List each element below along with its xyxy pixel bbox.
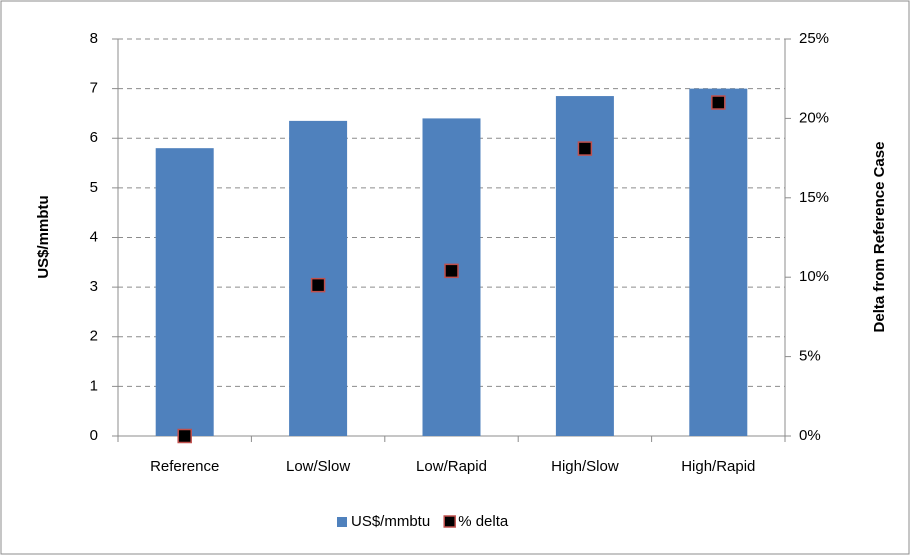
y-tick-label: 5: [90, 179, 98, 196]
bar: [689, 88, 748, 436]
marker: [177, 428, 192, 444]
x-tick-label: High/Rapid: [681, 458, 755, 475]
bar: [155, 148, 214, 437]
y-tick-label: 6: [90, 129, 98, 146]
marker: [310, 277, 326, 293]
legend-swatch: [443, 515, 456, 528]
y-tick-label: 1: [90, 377, 98, 394]
marker: [577, 141, 593, 156]
y-tick-label: 2: [90, 328, 98, 345]
legend-label: US$/mmbtu: [351, 513, 430, 530]
y-tick-label: 4: [90, 228, 98, 245]
y2-tick-label: 5%: [799, 348, 821, 365]
legend-label: % delta: [458, 513, 509, 530]
y2-axis-title: Delta from Reference Case: [871, 142, 888, 333]
x-tick-label: Low/Slow: [286, 458, 350, 475]
y2-tick-label: 15%: [799, 189, 829, 206]
y2-tick-label: 20%: [799, 109, 829, 126]
y2-tick-label: 25%: [799, 30, 829, 47]
y-tick-label: 8: [90, 30, 98, 47]
x-tick-label: Low/Rapid: [416, 458, 487, 475]
legend-swatch: [337, 517, 347, 527]
y-tick-label: 0: [90, 427, 98, 444]
y2-tick-label: 10%: [799, 268, 829, 285]
y-axis-title: US$/mmbtu: [35, 195, 52, 278]
y-tick-label: 3: [90, 278, 98, 295]
marker: [444, 263, 459, 279]
y2-tick-label: 0%: [799, 427, 821, 444]
x-tick-label: High/Slow: [551, 458, 619, 475]
y-tick-label: 7: [90, 80, 98, 97]
marker: [711, 95, 726, 110]
x-tick-label: Reference: [150, 458, 219, 475]
